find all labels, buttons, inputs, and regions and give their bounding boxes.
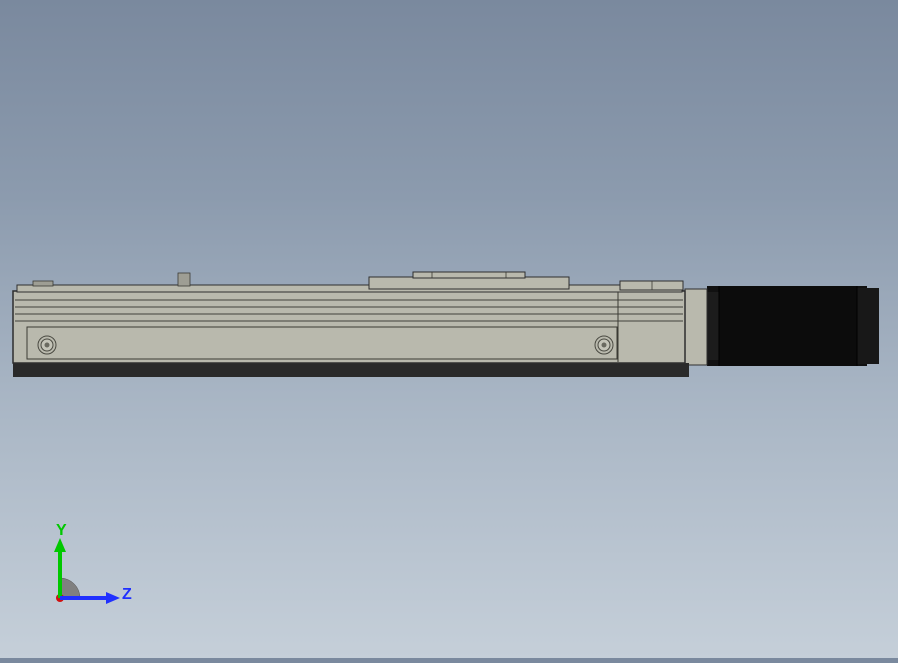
rail-top-lip [17, 285, 682, 292]
rail-base-shadow [13, 363, 689, 377]
top-tab-left [33, 281, 53, 286]
carriage [369, 272, 569, 289]
motor-assembly [707, 286, 879, 366]
axis-label-z: Z [122, 586, 132, 604]
screw-left [38, 336, 56, 354]
axis-label-y: Y [56, 522, 67, 540]
screw-right [595, 336, 613, 354]
right-top-block [620, 281, 683, 290]
model-root [0, 0, 898, 658]
end-plate [685, 289, 707, 365]
motor-mid [719, 286, 857, 366]
motor-step [707, 292, 719, 360]
top-tab-sensor [178, 273, 190, 286]
coordinate-triad: Y Z [30, 528, 130, 628]
motor-cap [857, 288, 879, 364]
model-svg [0, 0, 898, 658]
triad-origin [60, 578, 80, 598]
